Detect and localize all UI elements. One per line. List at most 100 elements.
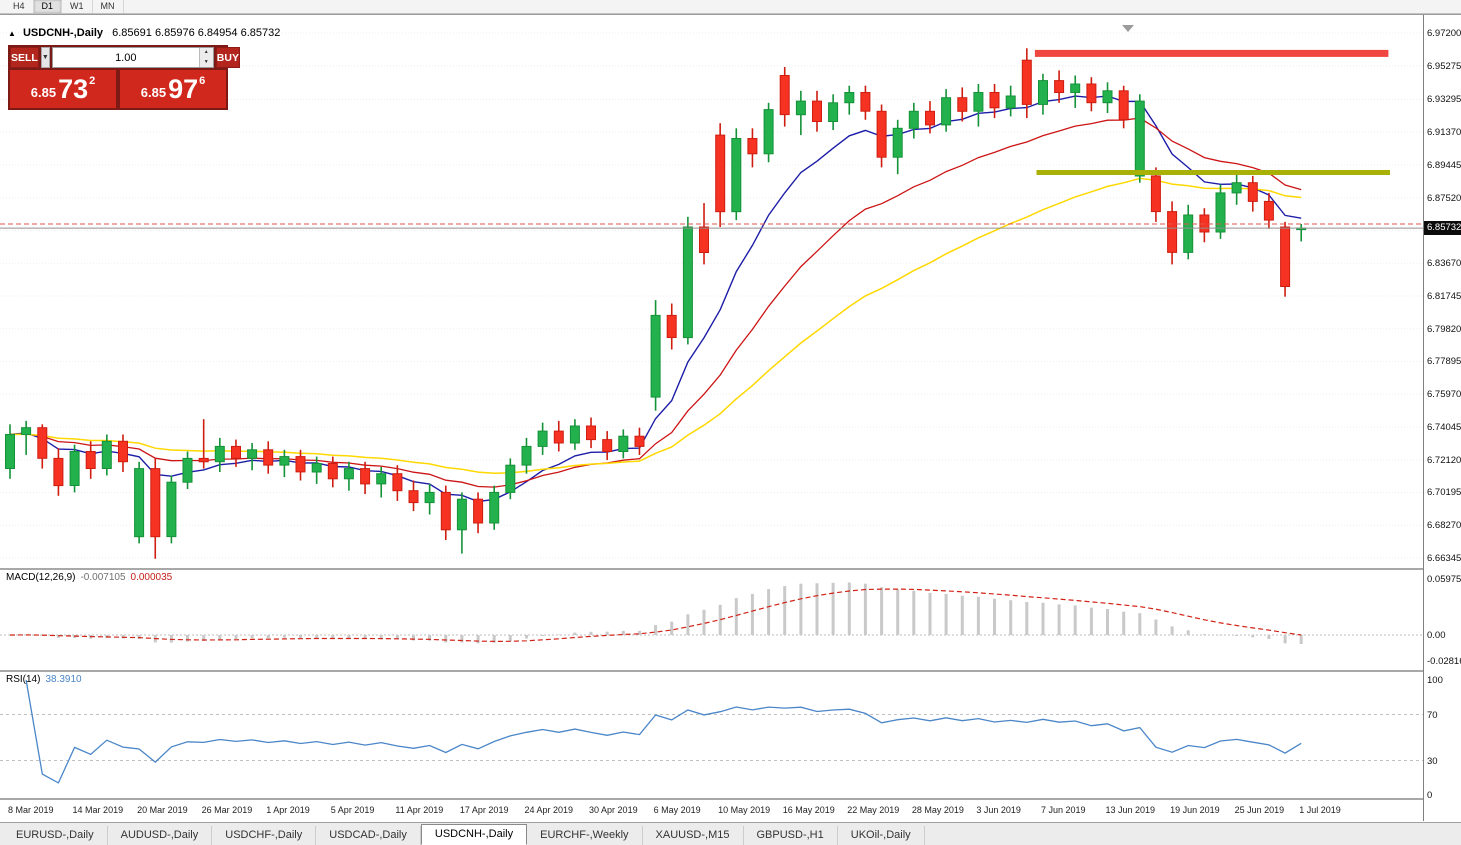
price-axis-label: 6.75970	[1427, 389, 1461, 401]
date-axis-label: 1 Apr 2019	[266, 805, 310, 815]
rsi-name: RSI(14)	[6, 674, 41, 685]
date-axis-label: 3 Jun 2019	[976, 805, 1021, 815]
date-axis-label: 28 May 2019	[911, 805, 964, 815]
date-axis-label: 30 Apr 2019	[589, 805, 638, 815]
rsi-indicator-label: RSI(14) 38.3910	[6, 674, 82, 685]
timeframe-button-h4[interactable]: H4	[5, 0, 34, 13]
date-axis-label: 22 May 2019	[847, 805, 900, 815]
timeframe-toolbar: H4 D1 W1 MN	[0, 0, 1461, 14]
buy-button[interactable]: BUY	[215, 47, 240, 68]
price-axis-label: 6.66345	[1427, 552, 1461, 564]
sell-button[interactable]: SELL	[10, 47, 39, 68]
panel-splitter[interactable]	[0, 568, 1461, 570]
collapse-panel-arrow-icon[interactable]: ▲	[8, 29, 16, 38]
volume-decrease-button[interactable]: ▼	[199, 57, 213, 67]
date-axis-label: 14 Mar 2019	[72, 805, 124, 815]
chart-title: ▲ USDCNH-,Daily 6.85691 6.85976 6.84954 …	[8, 27, 280, 39]
sell-price-prefix: 6.85	[30, 85, 57, 100]
chart-tab-usdcad-daily[interactable]: USDCAD-,Daily	[316, 826, 421, 845]
macd-indicator-label: MACD(12,26,9) -0.007105 0.000035	[6, 572, 172, 583]
panel-splitter[interactable]	[0, 798, 1461, 800]
price-axis-label: 6.68270	[1427, 520, 1461, 532]
rsi-axis-label: 70	[1427, 709, 1438, 721]
volume-dropdown-button[interactable]: ▼	[40, 47, 50, 68]
date-axis-label: 26 Mar 2019	[201, 805, 253, 815]
rsi-value: 38.3910	[45, 674, 82, 685]
price-axis[interactable]	[1423, 15, 1461, 821]
price-axis-label: 6.89445	[1427, 159, 1461, 171]
macd-axis-label: -0.02816	[1427, 656, 1461, 668]
timeframe-button-d1[interactable]: D1	[33, 0, 63, 13]
chart-tab-xauusd-m15[interactable]: XAUUSD-,M15	[643, 826, 744, 845]
chart-tab-gbpusd-h1[interactable]: GBPUSD-,H1	[744, 826, 838, 845]
price-axis-label: 6.70195	[1427, 487, 1461, 499]
trade-controls-row: SELL ▼ ▲ ▼ BUY	[10, 47, 240, 68]
rsi-axis-label: 100	[1427, 675, 1443, 686]
macd-panel-canvas[interactable]	[0, 570, 1423, 670]
chart-tab-usdcnh-daily[interactable]: USDCNH-,Daily	[420, 824, 528, 845]
price-axis-label: 6.93295	[1427, 94, 1461, 106]
rsi-axis-label: 0	[1427, 790, 1433, 801]
macd-signal-value: 0.000035	[130, 572, 173, 583]
date-axis-label: 24 Apr 2019	[524, 805, 574, 815]
price-axis-label: 6.74045	[1427, 421, 1461, 433]
rsi-axis-label: 30	[1427, 755, 1438, 767]
volume-input[interactable]	[52, 48, 199, 67]
sell-price-display[interactable]: 6.85 73 2	[10, 70, 116, 108]
rsi-panel-canvas[interactable]	[0, 672, 1423, 798]
panel-splitter[interactable]	[0, 670, 1461, 672]
date-axis-label: 8 Mar 2019	[8, 805, 54, 815]
chart-shift-marker-icon	[1122, 25, 1134, 32]
date-axis-label: 10 May 2019	[718, 805, 771, 815]
chevron-down-icon: ▼	[41, 54, 49, 61]
buy-price-pips: 97	[168, 74, 199, 104]
chart-tab-bar: EURUSD-,Daily AUDUSD-,Daily USDCHF-,Daily U…	[0, 822, 1461, 845]
chart-window: ▲ USDCNH-,Daily 6.85691 6.85976 6.84954 …	[0, 14, 1461, 823]
chart-tab-audusd-daily[interactable]: AUDUSD-,Daily	[108, 826, 213, 845]
chart-tab-eurchf-weekly[interactable]: EURCHF-,Weekly	[527, 826, 643, 845]
price-axis-label: 6.77895	[1427, 356, 1461, 368]
trade-prices-row: 6.85 73 2 6.85 97 6	[10, 70, 226, 108]
current-price-tag: 6.85732	[1424, 221, 1461, 236]
date-axis[interactable]: 8 Mar 2019 14 Mar 2019 20 Mar 2019 26 Mar 2…	[0, 800, 1423, 821]
price-axis-label: 6.95275	[1427, 60, 1461, 72]
macd-main-value: -0.007105	[80, 572, 126, 583]
timeframe-button-w1[interactable]: W1	[62, 0, 93, 13]
date-axis-label: 5 Apr 2019	[330, 805, 375, 815]
buy-price-pipette: 6	[199, 75, 206, 87]
date-axis-label: 1 Jul 2019	[1299, 805, 1341, 815]
buy-price-prefix: 6.85	[140, 85, 167, 100]
candlestick-chart-canvas[interactable]	[0, 15, 1423, 568]
macd-axis-label: 0.00	[1427, 630, 1446, 641]
date-axis-label: 13 Jun 2019	[1105, 805, 1156, 815]
date-axis-label: 16 May 2019	[782, 805, 835, 815]
date-axis-label: 20 Mar 2019	[137, 805, 188, 815]
date-axis-label: 6 May 2019	[653, 805, 701, 815]
date-axis-label: 25 Jun 2019	[1234, 805, 1285, 815]
sell-price-pips: 73	[58, 74, 89, 104]
price-axis-label: 6.87520	[1427, 192, 1461, 204]
sell-price-pipette: 2	[89, 75, 96, 87]
price-axis-label: 6.72120	[1427, 454, 1461, 466]
timeframe-button-mn[interactable]: MN	[93, 0, 124, 13]
volume-increase-button[interactable]: ▲	[199, 48, 213, 58]
date-axis-label: 17 Apr 2019	[459, 805, 509, 815]
price-axis-label: 6.81745	[1427, 290, 1461, 302]
date-axis-label: 19 Jun 2019	[1170, 805, 1220, 815]
volume-field-wrap: ▲ ▼	[51, 47, 214, 68]
chart-ohlc-values: 6.85691 6.85976 6.84954 6.85732	[112, 27, 281, 39]
chart-symbol-label: USDCNH-,Daily	[22, 27, 104, 39]
macd-name: MACD(12,26,9)	[6, 572, 76, 583]
price-axis-label: 6.97200	[1427, 28, 1461, 39]
price-axis-label: 6.79820	[1427, 323, 1461, 335]
date-axis-label: 7 Jun 2019	[1040, 805, 1086, 815]
buy-price-display[interactable]: 6.85 97 6	[120, 70, 226, 108]
chart-tab-usdchf-daily[interactable]: USDCHF-,Daily	[212, 826, 317, 845]
price-axis-label: 6.91370	[1427, 127, 1461, 139]
date-axis-label: 11 Apr 2019	[395, 805, 444, 815]
price-axis-label: 6.83670	[1427, 258, 1461, 270]
chart-tab-ukoil-daily[interactable]: UKOil-,Daily	[838, 826, 925, 845]
one-click-trading-panel: SELL ▼ ▲ ▼ BUY 6.85732 6.85976	[8, 45, 240, 110]
chart-tab-eurusd-daily[interactable]: EURUSD-,Daily	[3, 826, 108, 845]
macd-axis-label: 0.059758	[1427, 574, 1461, 585]
